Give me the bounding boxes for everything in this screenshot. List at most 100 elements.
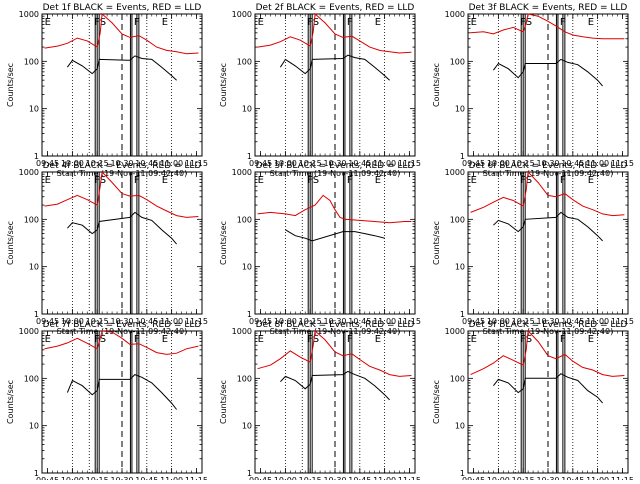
y-tick-label: 1 <box>247 310 252 319</box>
y-tick-label: 100 <box>450 215 465 224</box>
x-tick-label: 10:45 <box>348 317 371 326</box>
lld-series-line <box>44 12 199 55</box>
region-label: F <box>347 334 353 345</box>
x-tick-label: 10:30 <box>536 159 559 168</box>
y-tick-label: 1000 <box>19 168 39 177</box>
detector-panel: Det 7f BLACK = Events, RED = LLD 1 10 100 10… <box>6 320 208 484</box>
y-tick-label: 100 <box>237 57 252 66</box>
region-label: E <box>258 334 264 345</box>
region-label: F <box>134 175 140 186</box>
region-label: E <box>258 175 264 186</box>
detector-panel: Det 1f BLACK = Events, RED = LLD 1 10 100 10… <box>6 3 208 178</box>
region-label: FS <box>94 175 106 186</box>
x-tick-label: 11:15 <box>611 476 634 480</box>
region-label: F <box>560 17 566 28</box>
y-tick-label: 10 <box>455 422 465 431</box>
x-tick-label: 09:45 <box>462 476 485 480</box>
y-tick-label: 1 <box>247 152 252 161</box>
region-label: FS <box>307 175 319 186</box>
detector-panel: Det 8f BLACK = Events, RED = LLD 1 10 100 10… <box>219 320 421 484</box>
y-tick-label: 1000 <box>445 168 465 177</box>
x-tick-label: 10:00 <box>274 159 297 168</box>
y-tick-label: 10 <box>242 105 252 114</box>
y-axis-label: Counts/sec <box>432 63 441 107</box>
y-tick-label: 100 <box>237 215 252 224</box>
x-tick-label: 10:00 <box>61 159 84 168</box>
region-label: FS <box>307 334 319 345</box>
region-label: FS <box>520 334 532 345</box>
events-series-line <box>280 370 390 401</box>
x-tick-label: 09:45 <box>249 476 272 480</box>
y-axis-label: Counts/sec <box>219 380 228 424</box>
x-tick-label: 10:00 <box>61 476 84 480</box>
x-tick-label: 11:15 <box>398 159 421 168</box>
x-tick-label: 11:00 <box>586 476 609 480</box>
region-label: E <box>588 17 594 28</box>
panel-title: Det 2f BLACK = Events, RED = LLD <box>256 3 415 13</box>
x-tick-label: 10:45 <box>561 476 584 480</box>
x-tick-label: 11:15 <box>185 159 208 168</box>
region-label: E <box>588 334 594 345</box>
y-tick-label: 1 <box>34 310 39 319</box>
x-tick-label: 11:15 <box>185 317 208 326</box>
y-tick-label: 1 <box>460 152 465 161</box>
x-tick-label: 10:15 <box>512 317 535 326</box>
y-tick-label: 1 <box>460 310 465 319</box>
x-tick-label: 09:45 <box>36 159 59 168</box>
region-label: E <box>45 17 51 28</box>
y-tick-label: 1 <box>247 469 252 478</box>
x-tick-label: 10:30 <box>536 476 559 480</box>
x-tick-label: 10:45 <box>561 159 584 168</box>
detector-panel: Det 6f BLACK = Events, RED = LLD 1 10 100 10… <box>432 161 634 336</box>
events-series-line <box>67 211 177 245</box>
x-tick-label: 10:30 <box>323 317 346 326</box>
x-tick-label: 11:00 <box>586 317 609 326</box>
y-tick-label: 1000 <box>19 10 39 19</box>
x-tick-label: 10:30 <box>323 476 346 480</box>
region-label: FS <box>520 175 532 186</box>
x-tick-label: 10:45 <box>135 317 158 326</box>
detector-panel: Det 4f BLACK = Events, RED = LLD 1 10 100 10… <box>6 161 208 336</box>
region-label: E <box>45 334 51 345</box>
region-label: E <box>471 175 477 186</box>
x-tick-label: 10:00 <box>274 317 297 326</box>
detector-panel: Det 2f BLACK = Events, RED = LLD 1 10 100 10… <box>219 3 421 178</box>
lld-series-line <box>470 13 625 40</box>
x-tick-label: 09:45 <box>249 159 272 168</box>
y-tick-label: 1000 <box>445 327 465 336</box>
region-label: E <box>162 334 168 345</box>
x-tick-label: 10:15 <box>86 159 109 168</box>
events-series-line <box>493 373 603 404</box>
y-tick-label: 1000 <box>232 327 252 336</box>
panel-title: Det 3f BLACK = Events, RED = LLD <box>469 3 628 13</box>
lld-series-line <box>44 330 199 355</box>
events-series-line <box>279 54 390 81</box>
region-label: FS <box>307 17 319 28</box>
x-tick-label: 10:15 <box>512 159 535 168</box>
x-tick-label: 10:45 <box>135 159 158 168</box>
y-tick-label: 10 <box>29 263 39 272</box>
y-tick-label: 1000 <box>232 168 252 177</box>
panel-title: Det 8f BLACK = Events, RED = LLD <box>256 320 415 330</box>
panel-title: Det 1f BLACK = Events, RED = LLD <box>43 3 202 13</box>
x-tick-label: 10:30 <box>110 317 133 326</box>
region-label: E <box>258 17 264 28</box>
lld-series-line <box>257 194 412 224</box>
x-tick-label: 11:15 <box>611 317 634 326</box>
lld-series-line <box>257 330 412 377</box>
y-tick-label: 1000 <box>445 10 465 19</box>
x-tick-label: 11:00 <box>586 159 609 168</box>
y-tick-label: 10 <box>29 422 39 431</box>
y-tick-label: 100 <box>24 374 39 383</box>
y-tick-label: 10 <box>455 105 465 114</box>
x-tick-label: 11:15 <box>398 476 421 480</box>
y-tick-label: 10 <box>29 105 39 114</box>
region-label: F <box>560 334 566 345</box>
y-axis-label: Counts/sec <box>6 63 15 107</box>
detector-panel: Det 9f BLACK = Events, RED = LLD 1 10 100 10… <box>432 320 634 484</box>
events-series-line <box>66 55 177 81</box>
region-label: F <box>134 17 140 28</box>
x-tick-label: 10:15 <box>86 317 109 326</box>
x-tick-label: 09:45 <box>36 476 59 480</box>
